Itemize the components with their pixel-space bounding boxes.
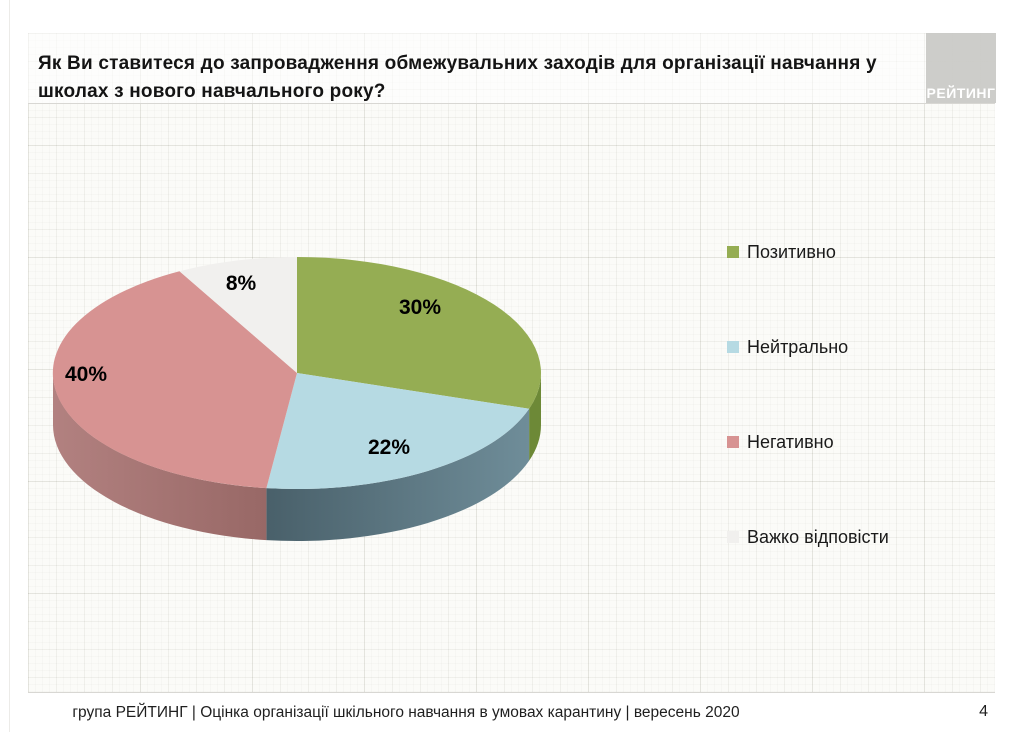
chart-legend: Позитивно Нейтрально Негативно Важко від…: [727, 241, 889, 621]
legend-item: Позитивно: [727, 241, 889, 263]
footer-text: група РЕЙТИНГ | Оцінка організації шкіль…: [72, 704, 740, 721]
legend-marker-hard-to-say: [727, 531, 739, 543]
legend-label-negative: Негативно: [747, 431, 834, 452]
pie-slice-neutral-side: [266, 408, 530, 542]
rating-logo: РЕЙТИНГ: [926, 33, 996, 103]
pie-slice-negative-side: [52, 373, 267, 541]
pie-slice-hard-to-say-top: [179, 256, 297, 373]
pie-label-positive: 30%: [398, 296, 442, 319]
legend-marker-positive: [727, 246, 739, 258]
pie-label-hard-to-say: 8%: [225, 272, 257, 295]
page-number: 4: [979, 703, 988, 720]
pie-label-neutral: 22%: [367, 436, 411, 459]
title-band: [28, 33, 995, 104]
legend-item: Нейтрально: [727, 336, 889, 358]
pie-slice-negative-top: [52, 271, 297, 489]
pie-slice-positive-top: [297, 257, 542, 409]
page-edge-line: [9, 0, 10, 732]
legend-label-hard-to-say: Важко відповісти: [747, 526, 889, 547]
legend-item: Важко відповісти: [727, 526, 889, 548]
legend-marker-neutral: [727, 341, 739, 353]
pie-label-negative: 40%: [64, 363, 108, 386]
legend-item: Негативно: [727, 431, 889, 453]
rating-logo-text: РЕЙТИНГ: [926, 85, 996, 101]
legend-label-neutral: Нейтрально: [747, 336, 849, 357]
pie-chart: 30% 22% 40% 8%: [30, 240, 560, 560]
slide-title: Як Ви ставитеся до запровадження обмежув…: [38, 53, 877, 102]
pie-slice-neutral-top: [266, 373, 530, 490]
pie-slice-positive-side: [529, 373, 541, 461]
pie-3d-svg: [52, 256, 542, 542]
legend-label-positive: Позитивно: [747, 241, 836, 262]
legend-marker-negative: [727, 436, 739, 448]
